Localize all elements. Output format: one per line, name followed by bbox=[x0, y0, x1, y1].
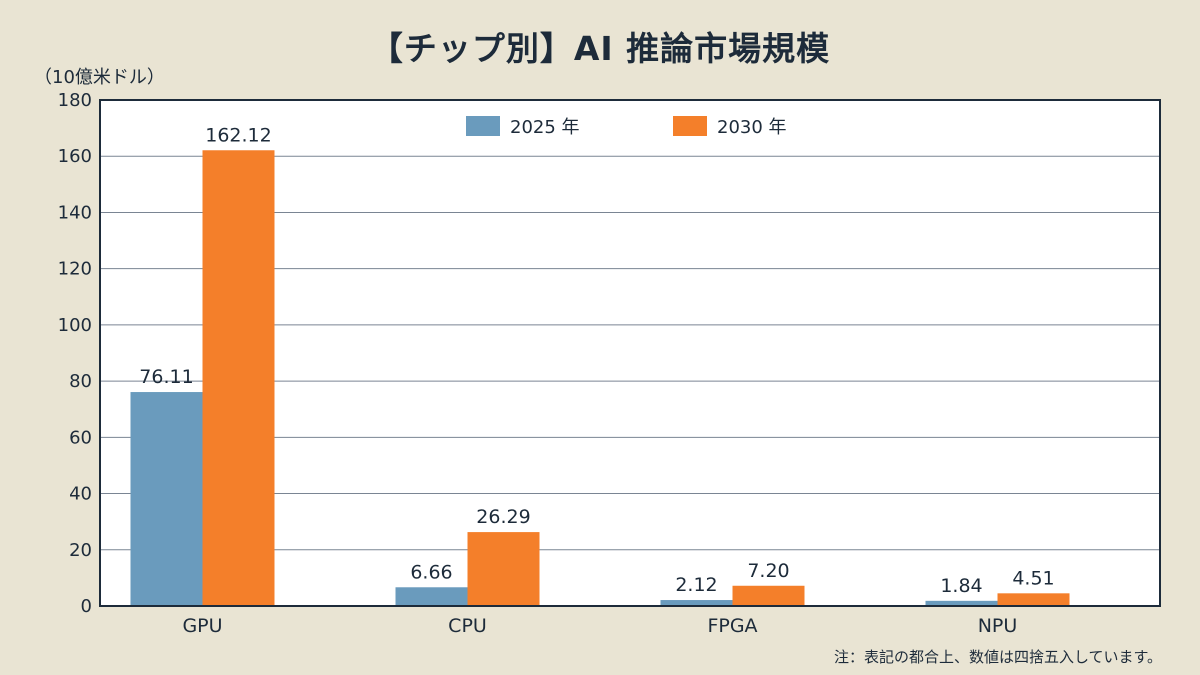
data-label: 1.84 bbox=[940, 575, 982, 597]
y-axis-unit-label: （10億米ドル） bbox=[34, 67, 165, 88]
axes bbox=[99, 99, 1161, 607]
legend-swatch bbox=[466, 116, 500, 136]
bar-npu-2030 bbox=[997, 593, 1070, 606]
data-label: 4.51 bbox=[1012, 567, 1054, 589]
bar-cpu-2025 bbox=[395, 587, 468, 606]
plot-background bbox=[100, 100, 1160, 606]
data-label: 6.66 bbox=[410, 561, 452, 583]
data-label: 26.29 bbox=[476, 506, 530, 528]
chart-title: 【チップ別】AI 推論市場規模 bbox=[369, 29, 831, 68]
bar-cpu-2030 bbox=[467, 532, 540, 606]
data-label: 76.11 bbox=[139, 366, 193, 388]
y-tick-label: 40 bbox=[69, 484, 92, 505]
grid-lines bbox=[100, 100, 1160, 606]
y-tick-label: 20 bbox=[69, 540, 92, 561]
x-category-label: GPU bbox=[182, 615, 222, 637]
x-category-label: CPU bbox=[448, 615, 487, 637]
y-tick-label: 80 bbox=[69, 371, 92, 392]
x-category-label: FPGA bbox=[707, 615, 757, 637]
legend: 2025 年 2030 年 bbox=[466, 116, 787, 138]
y-tick-label: 120 bbox=[58, 259, 92, 280]
y-tick-label: 0 bbox=[81, 596, 92, 617]
legend-swatch bbox=[673, 116, 707, 136]
x-category-label: NPU bbox=[978, 615, 1018, 637]
bar-npu-2025 bbox=[925, 600, 998, 606]
bars bbox=[130, 150, 1070, 606]
bar-fpga-2025 bbox=[660, 600, 733, 606]
y-tick-label: 160 bbox=[58, 146, 92, 167]
y-tick-label: 100 bbox=[58, 315, 92, 336]
data-label: 2.12 bbox=[675, 574, 717, 596]
bar-fpga-2030 bbox=[732, 585, 805, 606]
plot-border bbox=[99, 99, 1161, 607]
bar-gpu-2025 bbox=[130, 392, 203, 606]
footnote: 注：表記の都合上、数値は四捨五入しています。 bbox=[833, 648, 1162, 666]
y-tick-label: 140 bbox=[58, 202, 92, 223]
bar-gpu-2030 bbox=[202, 150, 275, 606]
labels: 0 20 40 60 80 100 120 140 160 180 76.11 162.12 GPU 6.… bbox=[58, 90, 1055, 637]
legend-label: 2030 年 bbox=[717, 117, 787, 138]
data-label: 162.12 bbox=[205, 124, 271, 146]
y-tick-label: 60 bbox=[69, 427, 92, 448]
y-tick-label: 180 bbox=[58, 90, 92, 111]
legend-label: 2025 年 bbox=[510, 117, 580, 138]
data-label: 7.20 bbox=[747, 560, 789, 582]
